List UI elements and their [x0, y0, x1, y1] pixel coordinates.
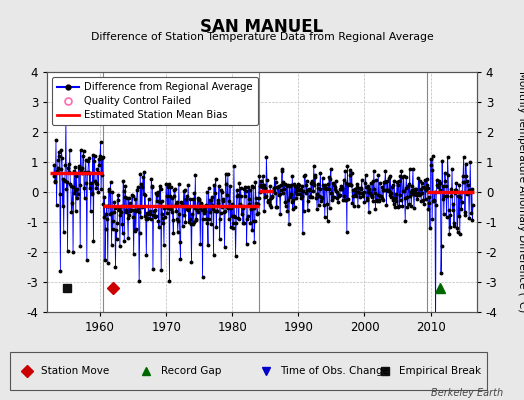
Text: Station Move: Station Move: [41, 366, 110, 376]
Text: SAN MANUEL: SAN MANUEL: [200, 18, 324, 36]
Y-axis label: Monthly Temperature Anomaly Difference (°C): Monthly Temperature Anomaly Difference (…: [517, 71, 524, 313]
Legend: Difference from Regional Average, Quality Control Failed, Estimated Station Mean: Difference from Regional Average, Qualit…: [52, 77, 258, 125]
Text: Empirical Break: Empirical Break: [399, 366, 481, 376]
Text: Berkeley Earth: Berkeley Earth: [431, 388, 503, 398]
Text: Difference of Station Temperature Data from Regional Average: Difference of Station Temperature Data f…: [91, 32, 433, 42]
Text: Time of Obs. Change: Time of Obs. Change: [280, 366, 389, 376]
Text: Record Gap: Record Gap: [161, 366, 221, 376]
